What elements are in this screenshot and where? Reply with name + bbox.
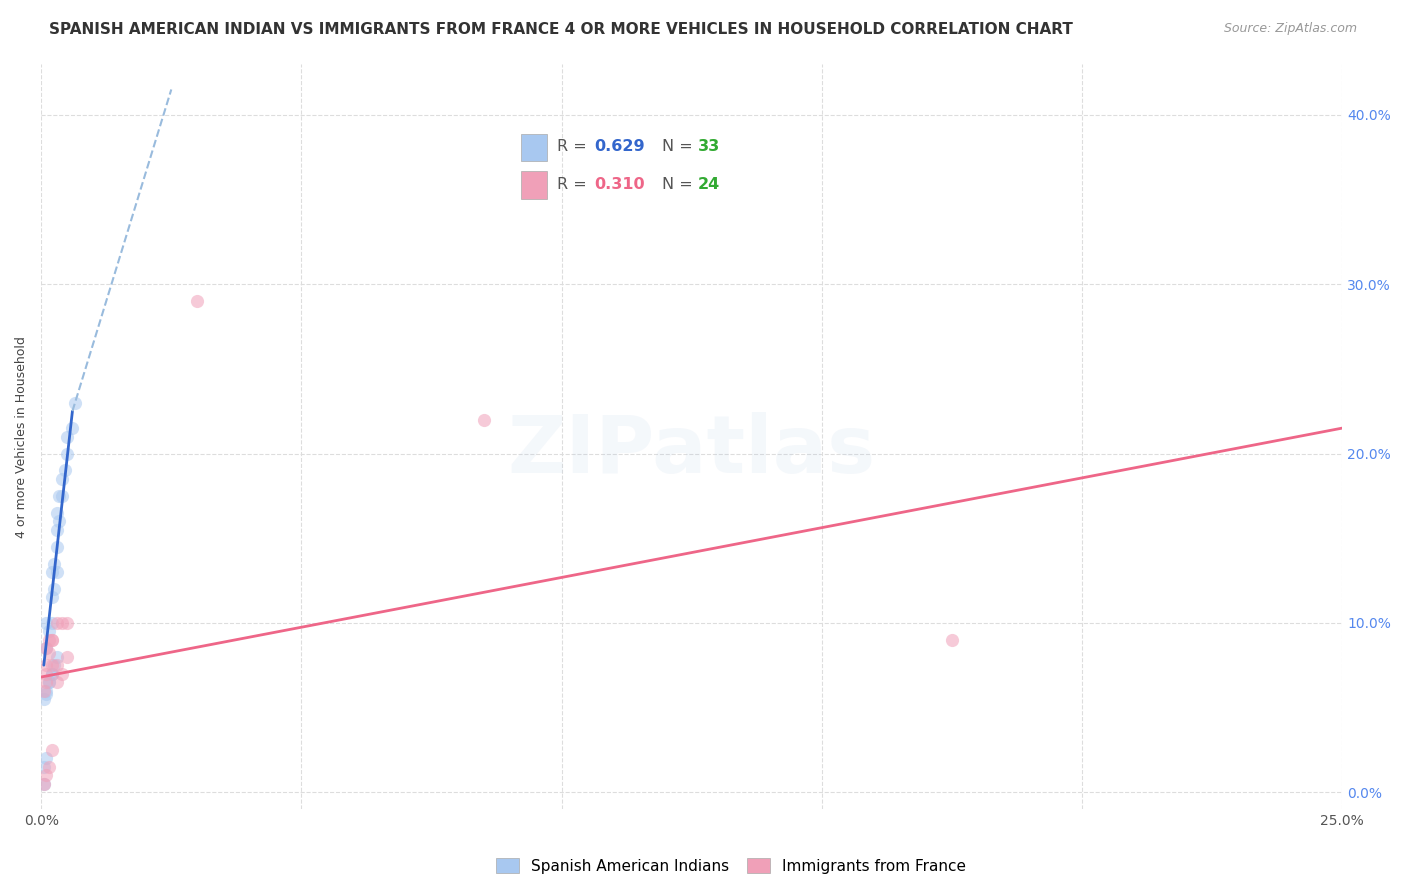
Point: [38, 646, 60, 660]
Point: [35, 683, 58, 698]
Legend: Spanish American Indians, Immigrants from France: Spanish American Indians, Immigrants fro…: [489, 852, 973, 880]
Point: [35, 658, 58, 673]
FancyBboxPatch shape: [522, 171, 547, 199]
Point: [32, 760, 55, 774]
Point: [51, 666, 73, 681]
Point: [51, 489, 73, 503]
Point: [53, 463, 76, 477]
Text: 0.310: 0.310: [595, 178, 645, 193]
Point: [38, 632, 60, 647]
Point: [45, 523, 67, 537]
Point: [51, 472, 73, 486]
Point: [48, 514, 70, 528]
Point: [45, 649, 67, 664]
Point: [32, 777, 55, 791]
Point: [941, 632, 963, 647]
Point: [63, 395, 86, 409]
Text: 33: 33: [697, 139, 720, 154]
Point: [35, 751, 58, 765]
Point: [35, 615, 58, 630]
Text: N =: N =: [662, 178, 697, 193]
Point: [35, 666, 58, 681]
Point: [41, 632, 63, 647]
Point: [41, 743, 63, 757]
Point: [44, 658, 66, 673]
Point: [41, 658, 63, 673]
Point: [45, 675, 67, 690]
Point: [62, 421, 84, 435]
Point: [32, 692, 55, 706]
Point: [45, 565, 67, 579]
Point: [45, 540, 67, 554]
FancyBboxPatch shape: [522, 134, 547, 161]
Point: [45, 506, 67, 520]
Point: [32, 777, 55, 791]
Text: 0.629: 0.629: [595, 139, 645, 154]
Point: [48, 489, 70, 503]
Point: [56, 649, 79, 664]
Point: [45, 615, 67, 630]
Point: [41, 615, 63, 630]
Point: [56, 446, 79, 460]
Point: [38, 760, 60, 774]
Point: [35, 768, 58, 782]
Text: R =: R =: [557, 139, 592, 154]
Text: ZIPatlas: ZIPatlas: [508, 412, 876, 491]
Text: Source: ZipAtlas.com: Source: ZipAtlas.com: [1223, 22, 1357, 36]
Point: [41, 666, 63, 681]
Point: [35, 675, 58, 690]
Point: [41, 591, 63, 605]
Point: [35, 641, 58, 656]
Text: N =: N =: [662, 139, 697, 154]
Point: [41, 666, 63, 681]
Point: [186, 294, 208, 309]
Point: [41, 565, 63, 579]
Point: [51, 615, 73, 630]
Text: SPANISH AMERICAN INDIAN VS IMMIGRANTS FROM FRANCE 4 OR MORE VEHICLES IN HOUSEHOL: SPANISH AMERICAN INDIAN VS IMMIGRANTS FR…: [49, 22, 1073, 37]
Text: 24: 24: [697, 178, 720, 193]
Point: [56, 615, 79, 630]
Point: [56, 429, 79, 443]
Point: [38, 675, 60, 690]
Point: [38, 624, 60, 639]
Point: [41, 632, 63, 647]
Point: [32, 683, 55, 698]
Y-axis label: 4 or more Vehicles in Household: 4 or more Vehicles in Household: [15, 335, 28, 538]
Point: [35, 641, 58, 656]
Point: [38, 675, 60, 690]
Point: [44, 557, 66, 571]
Point: [44, 582, 66, 596]
Point: [45, 658, 67, 673]
Point: [35, 687, 58, 701]
Text: R =: R =: [557, 178, 592, 193]
Point: [472, 412, 495, 426]
